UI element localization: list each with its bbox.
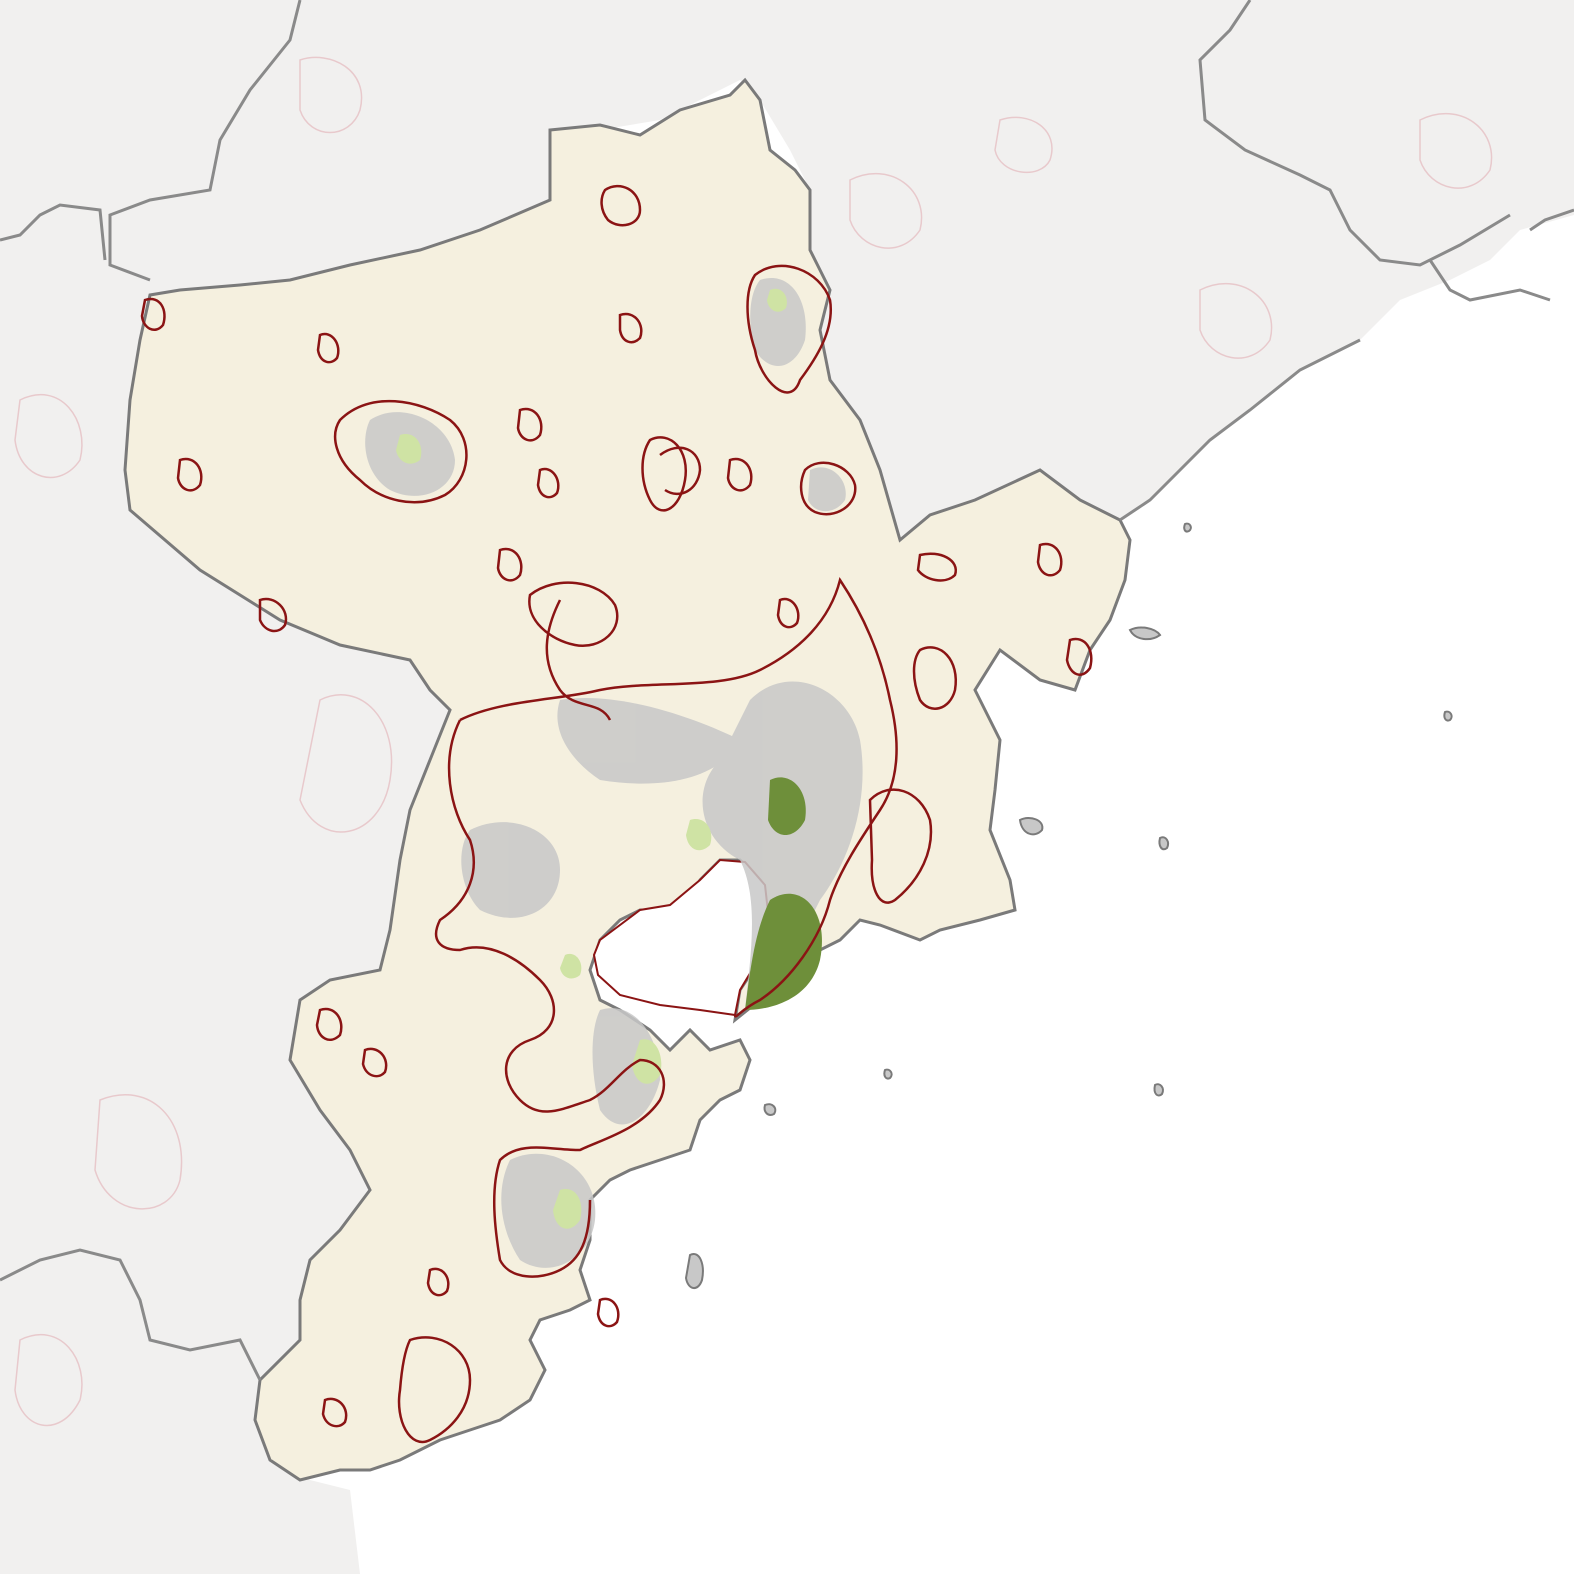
green-spaces bbox=[396, 288, 822, 1229]
islands bbox=[684, 522, 1453, 1289]
admin-boundaries bbox=[0, 0, 1574, 1381]
background-clusters bbox=[14, 56, 1493, 1427]
built-up-areas bbox=[365, 278, 863, 1268]
urban-cluster-outlines bbox=[140, 184, 1093, 1444]
